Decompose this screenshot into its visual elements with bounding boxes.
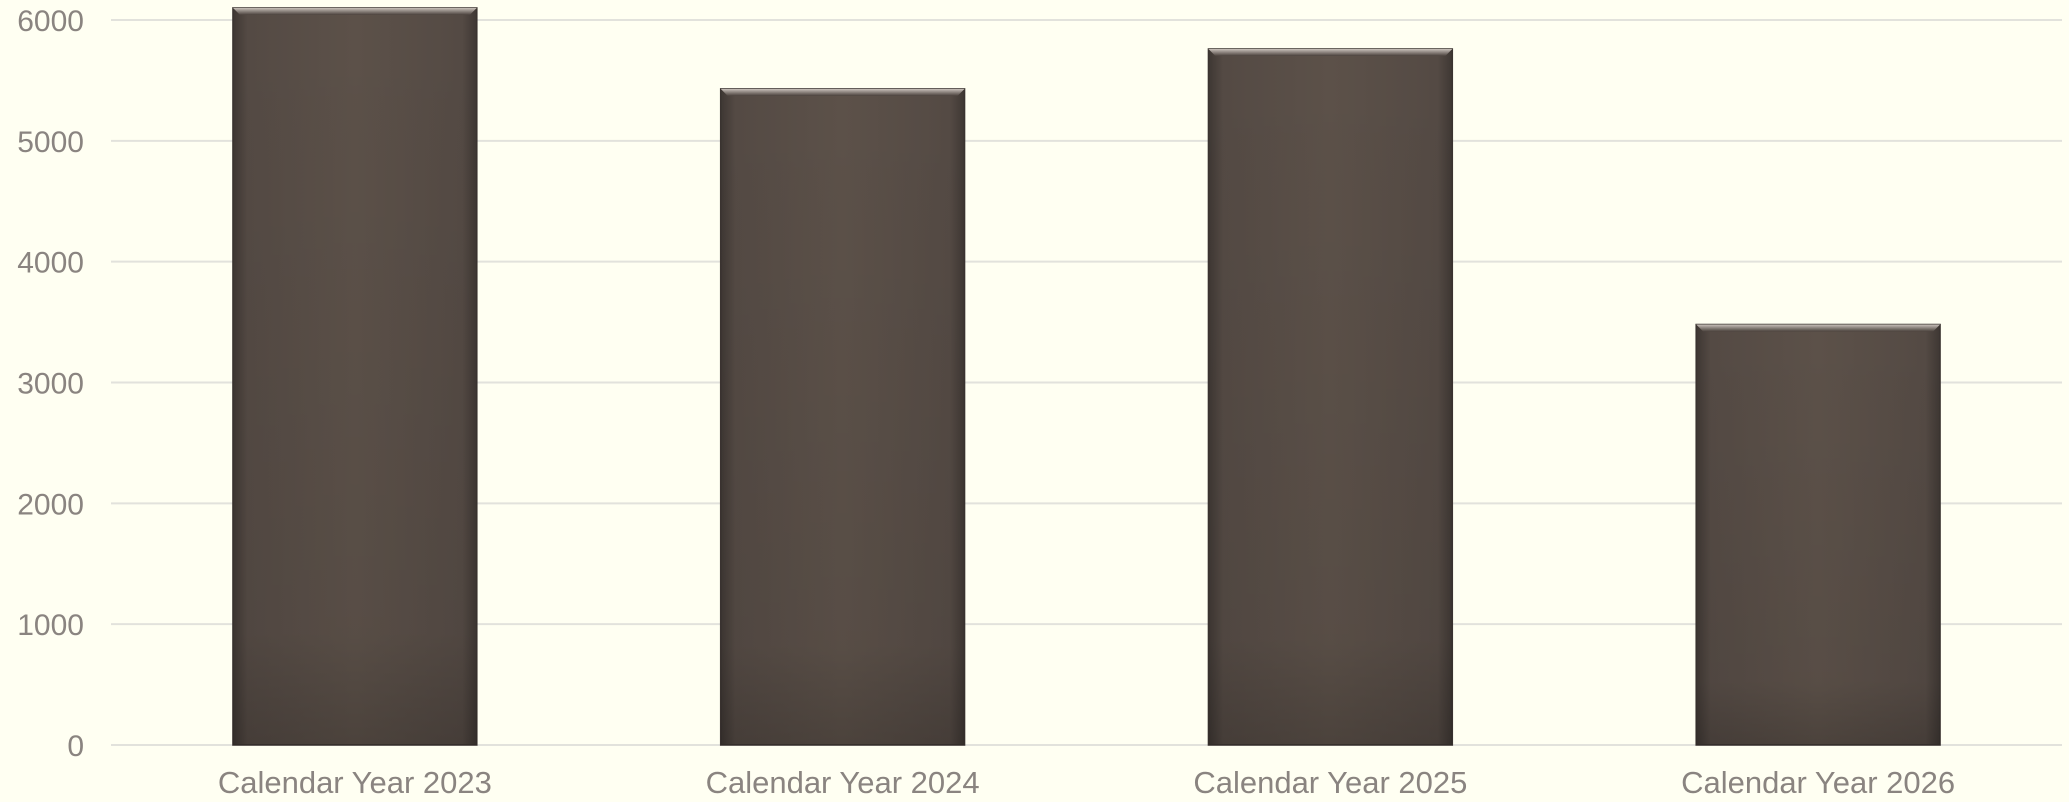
y-tick-label: 0 xyxy=(67,730,84,763)
bar-bevel xyxy=(1696,324,1941,332)
x-category-label: Calendar Year 2026 xyxy=(1681,765,1955,800)
bar xyxy=(232,7,478,746)
y-tick-label: 6000 xyxy=(17,5,84,38)
y-tick-label: 1000 xyxy=(17,609,84,642)
x-category-label: Calendar Year 2023 xyxy=(218,765,492,800)
y-tick-label: 4000 xyxy=(17,247,84,280)
y-tick-label: 5000 xyxy=(17,126,84,159)
bar-bevel xyxy=(232,7,477,15)
bars xyxy=(232,7,1941,746)
bar-shading xyxy=(1208,49,1453,745)
bar xyxy=(1207,48,1454,746)
bar-shading xyxy=(232,7,477,745)
bar-shading xyxy=(1696,324,1941,745)
y-tick-label: 3000 xyxy=(17,368,84,401)
x-axis-category-labels: Calendar Year 2023 Calendar Year 2024 Cale… xyxy=(218,765,1955,800)
y-axis-tick-labels: 0 1000 2000 3000 4000 5000 6000 xyxy=(17,5,84,763)
bar-shading xyxy=(720,88,965,745)
bar-bevel xyxy=(1208,49,1453,56)
y-tick-label: 2000 xyxy=(17,488,84,521)
bar-bevel xyxy=(720,88,965,96)
bar xyxy=(1695,323,1941,746)
bar xyxy=(719,88,966,746)
x-category-label: Calendar Year 2025 xyxy=(1193,765,1467,800)
x-category-label: Calendar Year 2024 xyxy=(706,765,980,800)
